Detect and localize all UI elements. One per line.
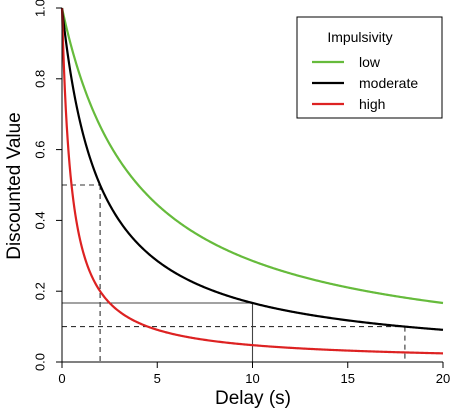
x-tick-label: 5 <box>154 371 161 386</box>
series-lines <box>60 7 444 355</box>
series-line-high <box>60 7 444 355</box>
legend-label-high: high <box>359 96 385 112</box>
legend-label-low: low <box>359 54 381 70</box>
series-line-moderate <box>60 7 444 331</box>
y-tick-label: 0.8 <box>32 70 47 88</box>
series-line-low <box>60 7 444 305</box>
x-tick-label: 20 <box>436 371 450 386</box>
x-tick-label: 10 <box>245 371 259 386</box>
y-tick-label: 0.0 <box>32 353 47 371</box>
y-tick-label: 1.0 <box>32 0 47 17</box>
reference-lines <box>62 184 406 362</box>
legend-label-moderate: moderate <box>359 75 418 91</box>
legend-title: Impulsivity <box>327 29 392 45</box>
x-tick-label: 15 <box>341 371 355 386</box>
y-axis-title: Discounted Value <box>4 112 25 260</box>
legend: Impulsivity low moderate high <box>296 16 443 119</box>
y-ticks: 0.0 0.2 0.4 0.6 0.8 1.0 <box>32 0 62 371</box>
y-tick-label: 0.2 <box>32 282 47 300</box>
x-ticks: 0 5 10 15 20 <box>58 362 450 386</box>
legend-box <box>296 16 443 119</box>
x-tick-label: 0 <box>58 371 65 386</box>
legend-items: low moderate high <box>312 54 418 112</box>
y-tick-label: 0.6 <box>32 141 47 159</box>
x-axis-title: Delay (s) <box>215 388 291 409</box>
y-tick-label: 0.4 <box>32 211 47 229</box>
